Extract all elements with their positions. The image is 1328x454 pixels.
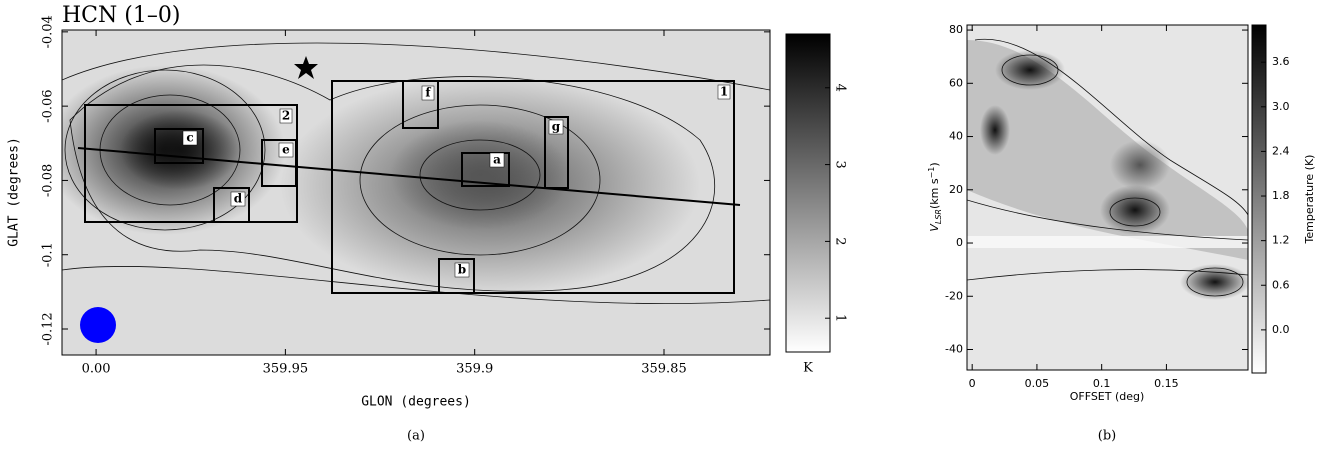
pv-frame xyxy=(966,24,1249,371)
colorbar-tick-label: 2 xyxy=(833,237,848,245)
x-tick-label: 0.00 xyxy=(82,362,111,377)
y-axis-label-part: LSR xyxy=(934,209,943,224)
region-label: 2 xyxy=(282,109,290,123)
colorbar-label: K xyxy=(803,361,813,376)
map-frame xyxy=(61,29,771,356)
x-tick-label: 359.95 xyxy=(263,362,309,377)
region-label: b xyxy=(458,263,466,277)
colorbar-tick-label: 3.6 xyxy=(1272,55,1290,68)
y-tick-label: -20 xyxy=(945,289,963,302)
region-label: 1 xyxy=(720,85,728,99)
colorbar xyxy=(1251,24,1267,374)
x-tick-label: 0.05 xyxy=(1025,377,1050,390)
y-tick-label: 80 xyxy=(949,23,963,36)
y-tick-label: -0.04 xyxy=(41,15,56,48)
caption: (b) xyxy=(1098,429,1116,444)
y-axis-label: VLSR(km s−1) xyxy=(927,162,943,231)
y-axis-label-part: −1 xyxy=(927,167,936,179)
colorbar xyxy=(785,33,831,353)
y-tick-label: 20 xyxy=(949,183,963,196)
colorbar-tick-label: 0.6 xyxy=(1272,278,1290,291)
pv-image xyxy=(967,25,1248,370)
y-axis-label-part: (km s xyxy=(928,178,941,209)
region-label: g xyxy=(552,120,561,134)
region-label: f xyxy=(425,86,431,100)
y-tick-label: 60 xyxy=(949,76,963,89)
x-tick-label: 0 xyxy=(969,377,976,390)
colorbar-label: Temperature (K) xyxy=(1303,155,1316,245)
region-label: d xyxy=(234,192,243,206)
y-tick-label: -0.06 xyxy=(41,89,56,122)
y-tick-label: -40 xyxy=(945,343,963,356)
colorbar-tick-label: 1.8 xyxy=(1272,189,1290,202)
y-axis-label-part: ) xyxy=(928,162,941,166)
y-tick-label: 0 xyxy=(956,236,963,249)
region-label: c xyxy=(186,131,193,145)
y-tick-label: -0.12 xyxy=(41,312,56,345)
region-label: e xyxy=(282,143,290,157)
x-axis-label: GLON (degrees) xyxy=(361,395,471,410)
region-label: a xyxy=(493,153,501,167)
colorbar-tick-label: 4 xyxy=(833,84,848,92)
map-image xyxy=(62,30,770,355)
colorbar-tick-label: 3.0 xyxy=(1272,100,1290,113)
colorbar-tick-label: 2.4 xyxy=(1272,144,1290,157)
colorbar-tick-label: 3 xyxy=(833,160,848,168)
y-axis-label: GLAT (degrees) xyxy=(7,137,22,247)
caption: (a) xyxy=(407,429,425,444)
colorbar-tick-label: 1 xyxy=(833,314,848,322)
y-tick-label: -0.08 xyxy=(41,164,56,197)
x-axis-label: OFFSET (deg) xyxy=(1070,390,1145,403)
y-tick-label: 40 xyxy=(949,130,963,143)
x-tick-label: 0.1 xyxy=(1093,377,1111,390)
colorbar-tick-label: 0.0 xyxy=(1272,323,1290,336)
y-axis-label-part: V xyxy=(928,223,941,232)
y-tick-label: -0.1 xyxy=(41,242,56,267)
chart-title: HCN (1–0) xyxy=(62,3,180,28)
x-tick-label: 359.9 xyxy=(456,362,493,377)
colorbar-tick-label: 1.2 xyxy=(1272,234,1290,247)
x-tick-label: 359.85 xyxy=(641,362,687,377)
x-tick-label: 0.15 xyxy=(1154,377,1179,390)
